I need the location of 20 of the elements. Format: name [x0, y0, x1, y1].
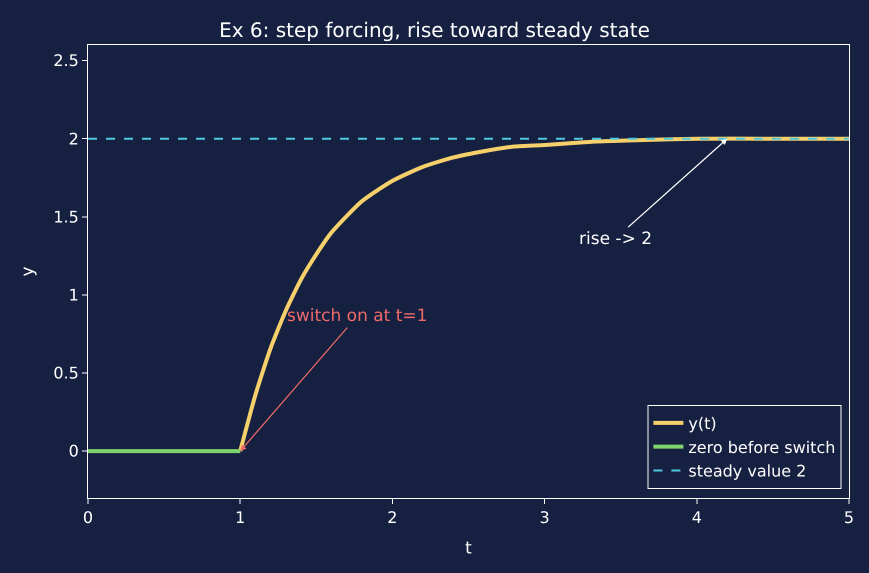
legend-label: steady value 2: [688, 462, 806, 481]
x-tick-label: 4: [692, 508, 702, 528]
y-tick-label: 1: [68, 286, 79, 305]
chart-title: Ex 6: step forcing, rise toward steady state: [219, 18, 650, 42]
x-tick-label: 2: [387, 508, 398, 528]
y-axis-title: y: [18, 266, 38, 277]
y-tick-label: 2.5: [53, 51, 79, 70]
y-tick-label: 1.5: [53, 207, 79, 226]
annotation: rise -> 2: [579, 229, 652, 249]
x-tick-label: 1: [235, 508, 246, 528]
x-axis-title: t: [465, 538, 472, 559]
annotation: switch on at t=1: [287, 306, 428, 326]
x-tick-label: 0: [82, 508, 94, 528]
y-tick-label: 0: [68, 442, 79, 461]
y-tick-label: 0.5: [53, 364, 79, 383]
legend-label: zero before switch: [688, 438, 836, 457]
x-tick-label: 3: [540, 508, 550, 528]
x-tick-label: 5: [844, 508, 854, 528]
y-tick-label: 2: [68, 129, 79, 148]
legend-label: y(t): [688, 414, 717, 434]
